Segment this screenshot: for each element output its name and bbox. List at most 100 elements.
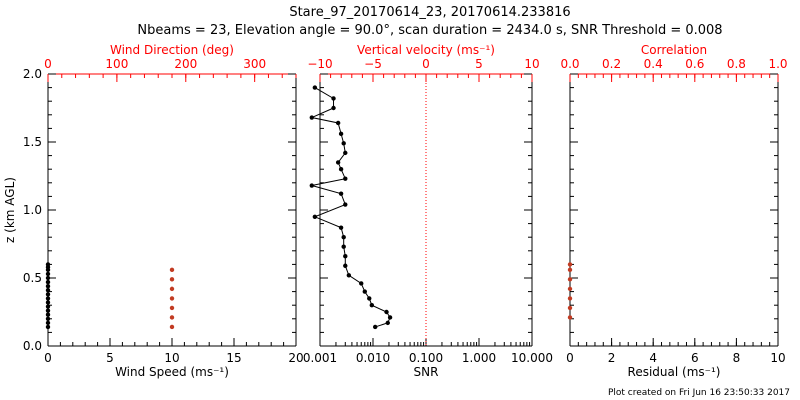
data-point bbox=[45, 275, 51, 281]
data-point bbox=[338, 131, 344, 137]
data-point bbox=[169, 286, 175, 292]
x-axis-label-bottom: SNR bbox=[414, 365, 439, 379]
data-point bbox=[169, 277, 175, 282]
x-tick-label-top: 100 bbox=[105, 57, 128, 71]
data-point bbox=[45, 312, 51, 317]
data-point bbox=[567, 262, 573, 267]
data-point bbox=[567, 305, 573, 311]
data-point bbox=[567, 296, 573, 301]
x-tick-label-bottom: 0.001 bbox=[303, 351, 337, 365]
x-axis-label-top: Correlation bbox=[641, 43, 707, 57]
x-tick-label-top: 0.8 bbox=[727, 57, 746, 71]
data-point bbox=[45, 288, 51, 293]
data-point bbox=[367, 296, 372, 301]
data-point bbox=[45, 283, 51, 289]
data-point bbox=[343, 202, 348, 207]
data-point bbox=[567, 286, 573, 292]
x-tick-label-bottom: 0.100 bbox=[409, 351, 443, 365]
data-point bbox=[341, 141, 346, 146]
data-point bbox=[45, 324, 51, 330]
data-point bbox=[341, 244, 346, 249]
data-point bbox=[369, 303, 375, 308]
x-tick-label-top: −10 bbox=[307, 57, 332, 71]
data-point bbox=[45, 279, 51, 285]
data-point bbox=[312, 85, 318, 90]
x-axis-label-bottom: Wind Speed (ms⁻¹) bbox=[115, 365, 229, 379]
figure-title-line2: Nbeams = 23, Elevation angle = 90.0°, sc… bbox=[137, 23, 722, 38]
y-tick-label: 0.5 bbox=[23, 271, 42, 285]
data-point bbox=[343, 263, 348, 268]
panel-panel2: 0.001 0.010 0.100 1.000 10.000 SNR −10 −5 0 5 10 Ve… bbox=[303, 43, 553, 379]
figure-title-line1: Stare_97_20170614_23, 20170614.233816 bbox=[289, 5, 570, 20]
data-point bbox=[343, 254, 348, 259]
x-axis-label-top: Wind Direction (deg) bbox=[110, 43, 234, 57]
x-axis-label-bottom: Residual (ms⁻¹) bbox=[628, 365, 721, 379]
plot-created-note: Plot created on Fri Jun 16 23:50:33 2017 bbox=[608, 388, 790, 398]
data-point bbox=[338, 225, 344, 230]
data-point bbox=[331, 96, 336, 101]
x-tick-label-top: 300 bbox=[243, 57, 266, 71]
data-point bbox=[45, 304, 51, 309]
y-tick-label: 2.0 bbox=[23, 67, 42, 81]
x-tick-label-bottom: 10 bbox=[770, 351, 785, 365]
data-point bbox=[335, 160, 341, 165]
data-point bbox=[338, 167, 344, 172]
data-point bbox=[45, 316, 51, 321]
data-point bbox=[169, 296, 175, 301]
data-point bbox=[362, 289, 367, 294]
x-tick-label-bottom: 10.000 bbox=[511, 351, 553, 365]
x-tick-label-top: −5 bbox=[364, 57, 382, 71]
data-point bbox=[343, 150, 348, 156]
x-tick-label-top: 10 bbox=[524, 57, 539, 71]
x-tick-label-bottom: 0 bbox=[566, 351, 574, 365]
data-point bbox=[335, 120, 341, 126]
x-tick-label-top: 0.2 bbox=[602, 57, 621, 71]
data-point bbox=[372, 324, 378, 330]
data-point bbox=[343, 176, 348, 181]
x-tick-label-top: 0.4 bbox=[644, 57, 663, 71]
x-tick-label-bottom: 20 bbox=[288, 351, 303, 365]
x-tick-label-bottom: 6 bbox=[691, 351, 699, 365]
x-tick-label-bottom: 10 bbox=[164, 351, 179, 365]
panel-panel3: 0 2 4 6 8 10 Residual (ms⁻¹) 0.0 0.2 0.4 0.6 0.8 1.0… bbox=[560, 43, 787, 379]
x-tick-label-top: 5 bbox=[475, 57, 483, 71]
data-point bbox=[45, 296, 51, 301]
data-point bbox=[45, 271, 51, 277]
data-point bbox=[45, 320, 51, 326]
data-point bbox=[567, 267, 573, 273]
x-tick-label-top: 1.0 bbox=[768, 57, 787, 71]
x-tick-label-bottom: 1.000 bbox=[462, 351, 496, 365]
x-tick-label-bottom: 0 bbox=[44, 351, 52, 365]
x-tick-label-top: 0 bbox=[44, 57, 52, 71]
x-tick-label-top: 200 bbox=[174, 57, 197, 71]
y-tick-label: 1.0 bbox=[23, 203, 42, 217]
data-point bbox=[385, 320, 390, 326]
panel-panel1: 0.0 0.5 1.0 1.5 2.0 z (km AGL) 0 5 10 15 20 Wind Sp… bbox=[3, 43, 304, 379]
y-axis-label: z (km AGL) bbox=[3, 177, 17, 243]
data-point bbox=[169, 305, 175, 311]
x-tick-label-bottom: 5 bbox=[106, 351, 114, 365]
x-tick-label-bottom: 8 bbox=[733, 351, 741, 365]
data-point bbox=[169, 315, 175, 320]
data-point bbox=[45, 292, 51, 297]
data-point bbox=[387, 315, 393, 320]
data-point bbox=[45, 308, 51, 313]
data-point bbox=[346, 273, 352, 278]
data-point bbox=[169, 267, 175, 273]
data-point bbox=[45, 262, 51, 267]
x-tick-label-top: 0.6 bbox=[685, 57, 704, 71]
data-point bbox=[309, 115, 314, 120]
data-point bbox=[567, 277, 573, 282]
data-point bbox=[331, 105, 336, 111]
x-tick-label-top: 0.0 bbox=[560, 57, 579, 71]
data-point bbox=[309, 183, 314, 188]
y-tick-label: 1.5 bbox=[23, 135, 42, 149]
x-tick-label-bottom: 0.010 bbox=[356, 351, 390, 365]
data-point bbox=[45, 300, 51, 305]
data-point bbox=[338, 191, 344, 196]
x-tick-label-bottom: 2 bbox=[608, 351, 616, 365]
data-point bbox=[169, 324, 175, 330]
data-point bbox=[567, 315, 573, 320]
